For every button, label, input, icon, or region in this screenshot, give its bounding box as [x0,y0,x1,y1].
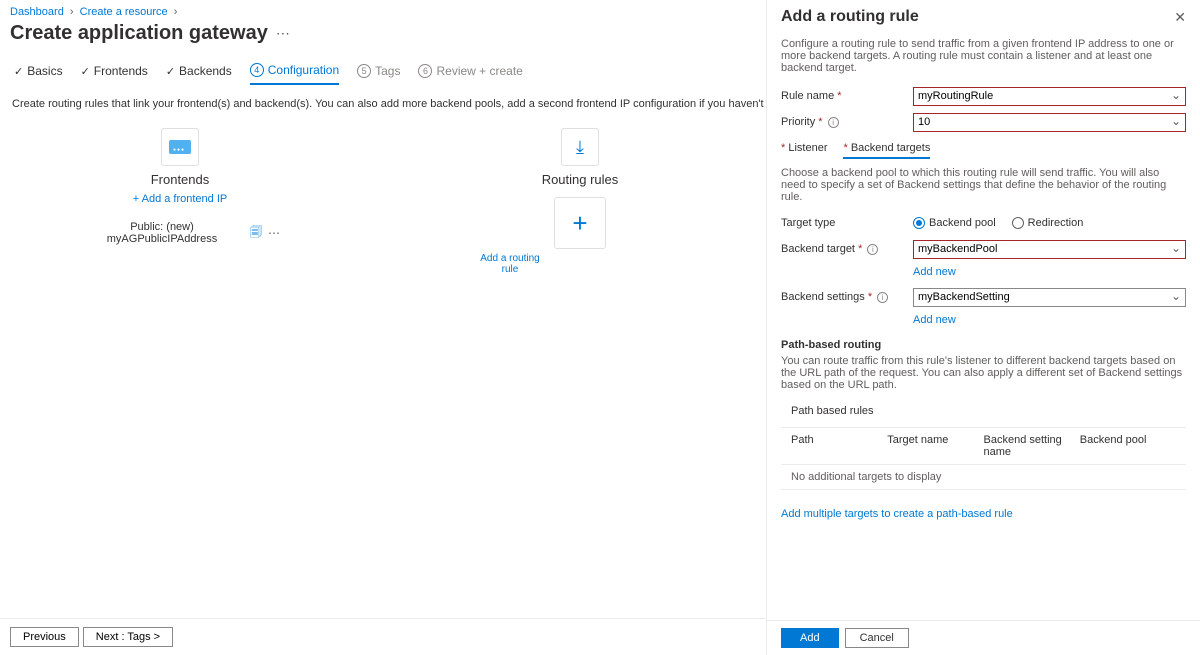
add-new-backend-target-link[interactable]: Add new [913,266,956,278]
backend-target-label: Backend target * i [781,243,913,255]
priority-field-wrap [913,113,1186,132]
table-empty-row: No additional targets to display [781,464,1186,489]
tab-configuration-label: Configuration [268,63,339,77]
breadcrumb-separator: › [174,6,178,18]
step-number-icon: 5 [357,64,371,78]
th-setting: Backend setting name [984,434,1080,458]
rule-name-row: Rule name * [781,86,1186,106]
table-header-row: Path Target name Backend setting name Ba… [781,428,1186,464]
step-number-icon: 4 [250,63,264,77]
panel-tabs: * Listener * Backend targets [781,142,1186,159]
backend-targets-tab[interactable]: * Backend targets [843,142,930,159]
panel-title: Add a routing rule [781,8,919,26]
breadcrumb-create-resource[interactable]: Create a resource [80,6,168,18]
info-icon[interactable]: i [828,117,839,128]
radio-redirection[interactable]: Redirection [1012,217,1084,229]
target-type-label: Target type [781,217,913,229]
backend-description: Choose a backend pool to which this rout… [781,167,1186,203]
empty-row-text: No additional targets to display [791,471,941,483]
info-icon[interactable]: i [867,244,878,255]
tab-configuration[interactable]: 4 Configuration [250,63,339,85]
backend-target-field-wrap: myBackendPool [913,240,1186,259]
frontend-item-label: Public: (new) myAGPublicIPAddress [80,221,244,245]
priority-label: Priority * i [781,116,913,128]
routing-rules-icon: ⤓ [561,128,599,166]
priority-row: Priority * i [781,112,1186,132]
step-number-icon: 6 [418,64,432,78]
tab-review-label: Review + create [436,64,522,78]
plus-icon: + [572,210,587,236]
page-title: Create application gateway [10,22,268,45]
backend-target-select[interactable]: myBackendPool [913,240,1186,259]
close-icon[interactable]: ✕ [1174,9,1186,26]
path-routing-description: You can route traffic from this rule's l… [781,355,1186,391]
breadcrumb-separator: › [70,6,74,18]
backend-target-row: Backend target * i myBackendPool [781,239,1186,259]
backend-settings-select[interactable]: myBackendSetting [913,288,1186,307]
panel-header: Add a routing rule ✕ [767,0,1200,32]
tab-tags-label: Tags [375,64,400,78]
tab-review[interactable]: 6 Review + create [418,64,522,84]
backend-settings-label: Backend settings * i [781,291,913,303]
edit-icon[interactable]: 🗐 [250,223,262,244]
cancel-button[interactable]: Cancel [845,628,909,648]
th-path: Path [791,434,887,458]
tab-basics[interactable]: Basics [14,64,63,84]
th-target: Target name [887,434,983,458]
add-routing-rule-panel: Add a routing rule ✕ Configure a routing… [766,0,1200,655]
target-type-radio-group: Backend pool Redirection [913,217,1083,229]
add-frontend-ip-link[interactable]: + Add a frontend IP [80,193,280,205]
rule-name-field-wrap [913,87,1186,106]
rule-name-input[interactable] [913,87,1186,106]
rule-name-label: Rule name * [781,90,913,102]
priority-input[interactable] [913,113,1186,132]
backend-settings-row: Backend settings * i myBackendSetting [781,287,1186,307]
frontend-item: Public: (new) myAGPublicIPAddress 🗐 ⋯ [80,221,280,245]
frontends-column: Frontends + Add a frontend IP Public: (n… [80,128,280,275]
next-button[interactable]: Next : Tags > [83,627,173,647]
wizard-footer: Previous Next : Tags > [0,618,765,655]
tab-backends[interactable]: Backends [166,64,232,84]
routing-column: ⤓ Routing rules + Add a routing rule [480,128,680,275]
breadcrumb-dashboard[interactable]: Dashboard [10,6,64,18]
panel-body: Configure a routing rule to send traffic… [767,32,1200,620]
add-button[interactable]: Add [781,628,839,648]
panel-footer: Add Cancel [767,620,1200,655]
panel-description: Configure a routing rule to send traffic… [781,38,1186,74]
radio-backend-pool[interactable]: Backend pool [913,217,996,229]
tab-tags[interactable]: 5 Tags [357,64,400,84]
frontends-icon [161,128,199,166]
frontends-title: Frontends [80,172,280,187]
add-multiple-targets-link[interactable]: Add multiple targets to create a path-ba… [781,508,1013,520]
configuration-cards: Frontends + Add a frontend IP Public: (n… [0,128,760,275]
path-rules-label: Path based rules [791,405,1186,417]
target-type-row: Target type Backend pool Redirection [781,213,1186,233]
path-routing-heading: Path-based routing [781,339,1186,351]
th-pool: Backend pool [1080,434,1176,458]
info-icon[interactable]: i [877,292,888,303]
tab-frontends[interactable]: Frontends [81,64,148,84]
add-new-backend-settings-link[interactable]: Add new [913,314,956,326]
previous-button[interactable]: Previous [10,627,79,647]
backend-settings-field-wrap: myBackendSetting [913,288,1186,307]
more-icon[interactable]: ⋯ [268,226,280,240]
add-routing-rule-card[interactable]: + [554,197,606,249]
routing-rules-title: Routing rules [480,172,680,187]
backend-settings-addnew-row: Add new [781,309,1186,329]
add-routing-rule-label: Add a routing rule [480,253,540,275]
more-actions-icon[interactable]: ⋯ [276,25,290,42]
path-rules-table: Path Target name Backend setting name Ba… [781,427,1186,490]
listener-tab[interactable]: * Listener [781,142,827,159]
backend-target-addnew-row: Add new [781,261,1186,281]
